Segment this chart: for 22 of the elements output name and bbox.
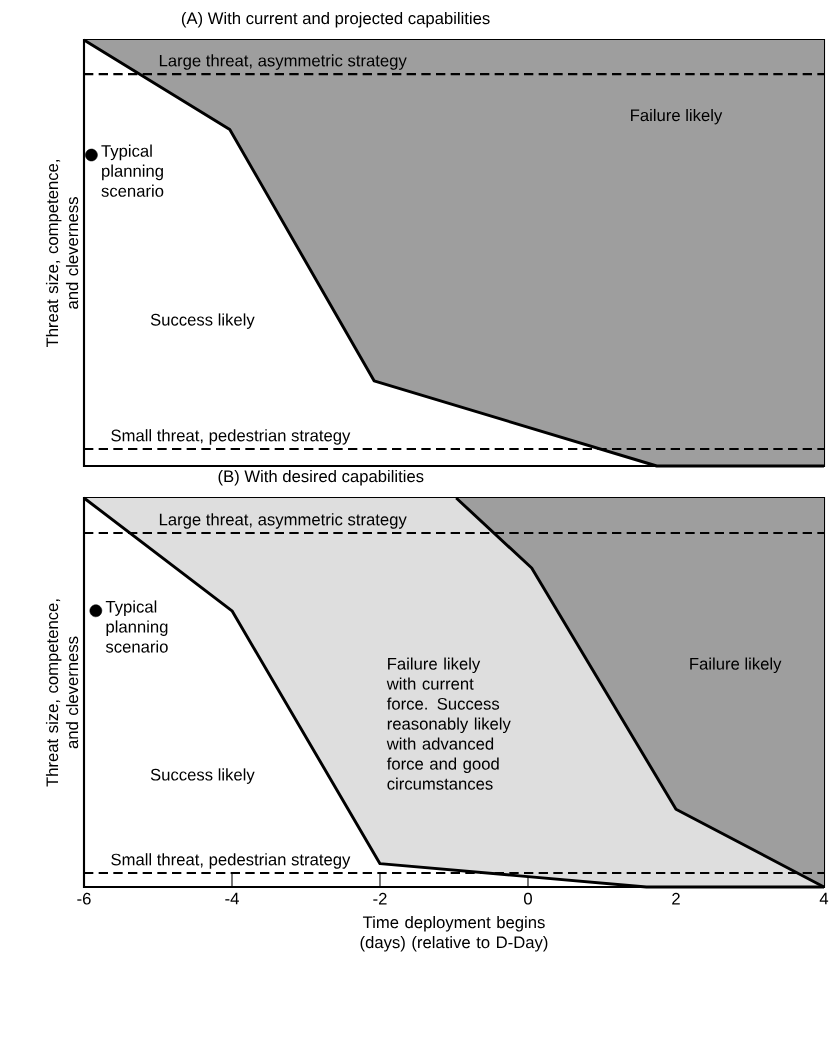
chart-title: (B) With desired capabilities — [218, 469, 424, 486]
x-tick-label: -2 — [373, 892, 387, 905]
x-tick-label: -4 — [225, 892, 239, 905]
x-axis-title: Time deployment begins (days) (relative to D-Day) — [360, 915, 548, 952]
ref-line-label: Large threat, asymmetric strategy — [159, 513, 407, 529]
ref-line-label: Large threat, asymmetric strategy — [159, 54, 407, 70]
ref-line-label: Small threat, pedestrian strategy — [111, 853, 351, 869]
chart-title: (A) With current and projected capabilities — [181, 11, 490, 28]
x-tick-label: 4 — [819, 892, 829, 905]
annotation: Failure likely — [690, 657, 782, 674]
x-tick-label: 2 — [672, 892, 680, 905]
x-tick-label: -6 — [77, 892, 91, 905]
ref-line-label: Small threat, pedestrian strategy — [111, 429, 351, 445]
x-tick-label: 0 — [524, 892, 532, 905]
y-axis-title: Threat size, competence, and cleverness — [45, 160, 79, 348]
series-label: Typical planning scenario — [101, 144, 164, 197]
series-label: Typical planning scenario — [105, 600, 168, 653]
annotation: Failure likely — [631, 108, 723, 125]
annotation: Success likely — [150, 768, 255, 784]
y-axis-title: Threat size, competence, and cleverness — [45, 599, 79, 787]
annotation: Failure likely with current force. Success reasonably likely with advanced force and good circumstances — [386, 657, 511, 790]
annotation: Success likely — [150, 313, 255, 329]
